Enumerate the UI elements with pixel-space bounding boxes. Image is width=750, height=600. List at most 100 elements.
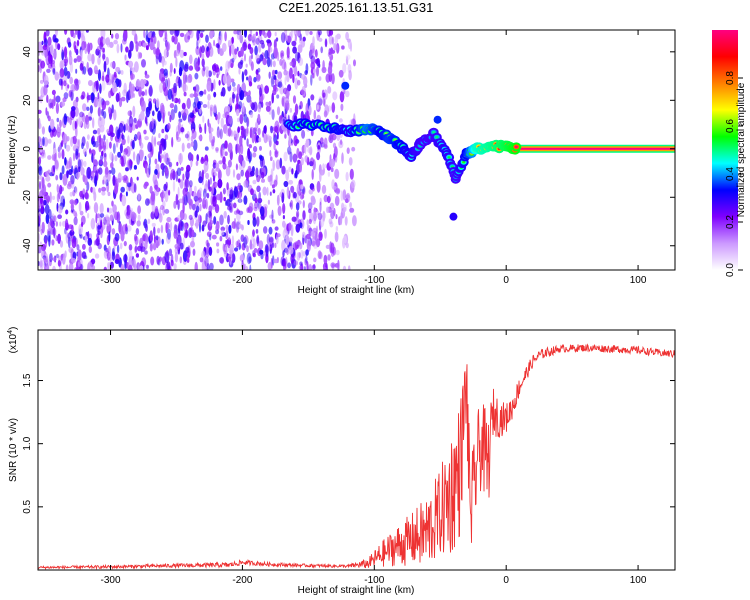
noise-blob xyxy=(154,184,158,190)
noise-blob xyxy=(42,149,45,155)
noise-blob xyxy=(326,30,330,36)
noise-blob xyxy=(317,250,322,260)
noise-blob xyxy=(65,209,69,215)
noise-blob xyxy=(261,93,265,100)
x-tick-label: 0 xyxy=(503,575,509,586)
noise-blob xyxy=(113,71,117,78)
noise-blob xyxy=(175,57,178,68)
spectrogram-ridge xyxy=(283,81,675,221)
noise-blob xyxy=(229,45,232,57)
noise-blob xyxy=(234,48,238,55)
noise-blob xyxy=(249,170,255,177)
noise-blob xyxy=(348,70,352,81)
noise-blob xyxy=(140,246,146,253)
noise-blob xyxy=(257,127,261,136)
x-tick-label: 100 xyxy=(630,575,647,586)
noise-blob xyxy=(81,142,84,150)
noise-blob xyxy=(296,252,301,261)
noise-blob xyxy=(296,183,302,195)
noise-blob xyxy=(125,191,128,197)
noise-blob xyxy=(299,33,303,41)
noise-blob xyxy=(166,261,171,270)
noise-blob xyxy=(187,152,193,161)
noise-blob xyxy=(334,154,338,163)
noise-blob xyxy=(207,93,211,101)
noise-blob xyxy=(47,155,52,160)
ridge-blob-core xyxy=(432,131,436,134)
noise-blob xyxy=(330,242,335,254)
noise-blob xyxy=(247,220,250,225)
noise-blob xyxy=(230,62,234,69)
noise-blob xyxy=(263,250,266,256)
noise-blob xyxy=(336,33,341,40)
noise-blob xyxy=(105,56,109,66)
noise-blob xyxy=(65,264,69,270)
noise-blob xyxy=(99,83,102,94)
noise-blob xyxy=(182,250,188,262)
noise-blob xyxy=(151,193,156,206)
noise-blob xyxy=(83,160,87,167)
snr-plot-area xyxy=(38,343,675,570)
noise-blob xyxy=(202,104,208,108)
noise-blob xyxy=(303,266,306,270)
noise-blob xyxy=(235,223,240,233)
noise-blob xyxy=(202,197,207,209)
noise-blob xyxy=(184,178,190,189)
noise-blob xyxy=(178,152,184,164)
noise-blob xyxy=(228,234,231,241)
noise-blob xyxy=(307,147,312,154)
noise-blob xyxy=(105,179,109,187)
noise-blob xyxy=(111,104,114,114)
noise-blob xyxy=(101,186,107,192)
noise-blob xyxy=(153,136,157,147)
noise-blob xyxy=(264,50,269,59)
noise-blob xyxy=(73,216,78,226)
snr-scale-factor: (x104) xyxy=(7,327,19,354)
noise-blob xyxy=(97,127,101,135)
noise-blob xyxy=(58,78,63,86)
noise-blob xyxy=(331,36,335,45)
noise-blob xyxy=(165,181,168,189)
noise-blob xyxy=(128,49,132,59)
noise-blob xyxy=(133,183,137,193)
noise-blob xyxy=(280,52,284,60)
noise-blob xyxy=(68,224,73,230)
noise-blob xyxy=(275,140,279,146)
noise-blob xyxy=(163,138,167,150)
noise-blob xyxy=(163,86,169,97)
noise-blob xyxy=(303,76,308,87)
noise-blob xyxy=(221,147,226,157)
noise-blob xyxy=(111,200,114,207)
noise-blob xyxy=(41,221,45,234)
noise-blob xyxy=(180,166,184,171)
noise-blob xyxy=(127,135,130,144)
noise-blob xyxy=(304,143,307,155)
noise-blob xyxy=(317,30,322,36)
noise-blob xyxy=(120,43,123,53)
noise-blob xyxy=(113,245,116,250)
noise-blob xyxy=(48,209,52,219)
noise-blob xyxy=(74,45,77,53)
noise-blob xyxy=(102,37,106,46)
noise-blob xyxy=(226,198,231,207)
noise-blob xyxy=(292,95,297,104)
noise-blob xyxy=(271,92,274,104)
noise-blob xyxy=(257,103,262,113)
noise-blob xyxy=(47,169,51,175)
noise-blob xyxy=(133,117,137,124)
noise-blob xyxy=(256,57,261,65)
noise-blob xyxy=(319,197,322,206)
noise-blob xyxy=(111,228,116,235)
noise-blob xyxy=(193,191,197,201)
noise-blob xyxy=(257,67,261,73)
noise-blob xyxy=(312,36,315,47)
noise-blob xyxy=(108,231,111,242)
noise-blob xyxy=(284,100,290,112)
noise-blob xyxy=(271,209,274,222)
noise-blob xyxy=(252,238,256,249)
noise-blob xyxy=(239,193,242,204)
noise-blob xyxy=(211,234,217,240)
x-tick-label: -100 xyxy=(364,575,384,586)
noise-blob xyxy=(136,220,141,227)
noise-blob xyxy=(74,186,78,195)
